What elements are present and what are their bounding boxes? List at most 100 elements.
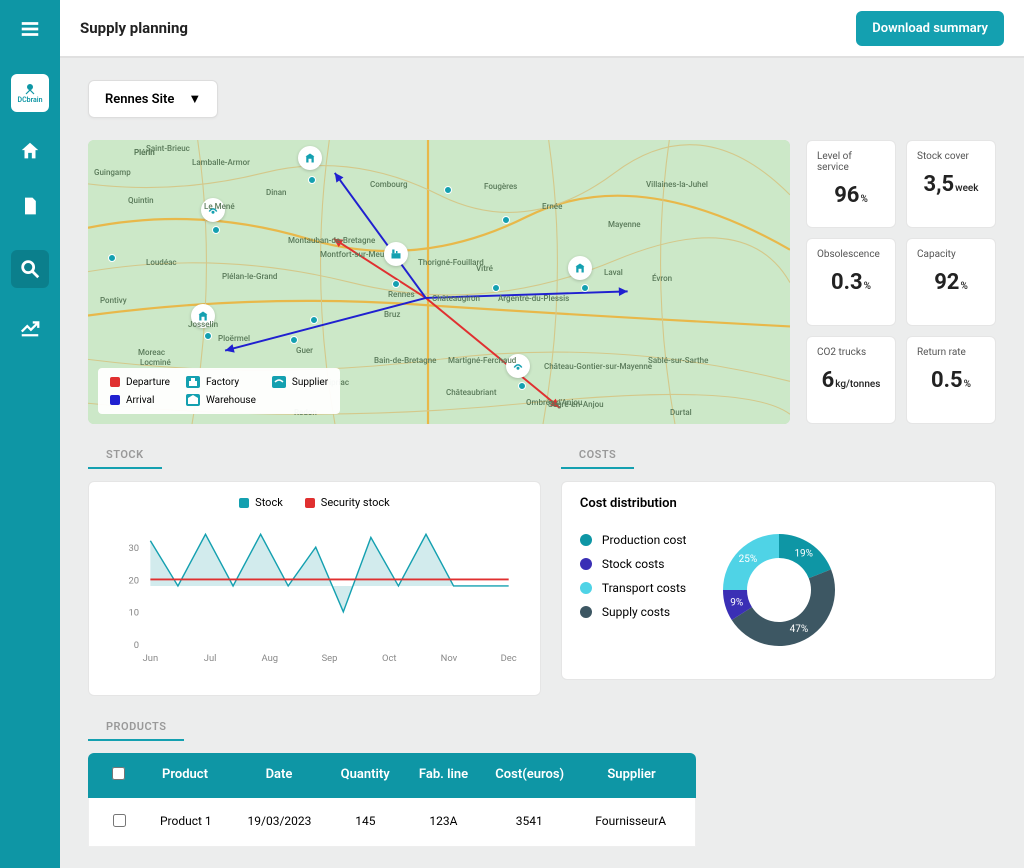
kpi-card: Obsolescence0.3% xyxy=(806,238,896,326)
map-point[interactable] xyxy=(290,336,298,344)
table-row[interactable]: Product 119/03/2023145123A3541Fournisseu… xyxy=(88,798,696,847)
kpi-value: 3,5week xyxy=(917,172,985,197)
map-point[interactable] xyxy=(444,186,452,194)
legend-arrival: Arrival xyxy=(126,395,154,406)
map-warehouse-icon[interactable] xyxy=(298,146,322,170)
column-header[interactable]: Date xyxy=(232,767,326,784)
map-point[interactable] xyxy=(581,284,589,292)
map-city-label: Ombrée d'Anjou xyxy=(526,398,582,407)
map-point[interactable] xyxy=(518,382,526,390)
map-factory-icon[interactable] xyxy=(384,242,408,266)
content: Rennes Site ▼ xyxy=(60,58,1024,868)
map-city-label: Fougères xyxy=(484,182,517,191)
map-city-label: Bruz xyxy=(384,310,400,319)
stock-panel: STOCK Stock Security stock 0102030JunJul… xyxy=(88,442,541,696)
document-icon[interactable] xyxy=(20,196,40,222)
download-summary-button[interactable]: Download summary xyxy=(856,11,1004,46)
legend-factory: Factory xyxy=(206,377,239,388)
legend-supplier: Supplier xyxy=(292,377,328,388)
analytics-icon[interactable] xyxy=(19,316,41,344)
topbar: Supply planning Download summary xyxy=(60,0,1024,58)
row-checkbox[interactable] xyxy=(113,814,126,827)
svg-text:0: 0 xyxy=(134,640,139,651)
svg-text:Jun: Jun xyxy=(143,653,159,664)
logo[interactable]: DCbrain xyxy=(11,74,49,112)
map-point[interactable] xyxy=(108,254,116,262)
kpi-label: Level of service xyxy=(817,151,885,173)
legend-item: Production cost xyxy=(580,533,687,547)
map-city-label: Ernée xyxy=(542,202,562,211)
kpi-value: 96% xyxy=(817,183,885,208)
column-header[interactable]: Quantity xyxy=(326,767,404,784)
map-warehouse-icon[interactable] xyxy=(568,256,592,280)
home-icon[interactable] xyxy=(19,140,41,168)
svg-text:Jul: Jul xyxy=(204,653,217,664)
map-city-label: Quintin xyxy=(128,196,154,205)
kpi-value: 92% xyxy=(917,270,985,295)
map-city-label: Sablé-sur-Sarthe xyxy=(648,356,708,365)
map-city-label: Combourg xyxy=(370,180,408,189)
map-city-label: Plélan-le-Grand xyxy=(222,272,277,281)
map-city-label: Argentré-du-Plessis xyxy=(498,294,569,303)
map-city-label: Martigné-Ferchaud xyxy=(448,356,516,365)
map-point[interactable] xyxy=(502,216,510,224)
map-city-label: Châteaubriant xyxy=(446,388,496,397)
map-point[interactable] xyxy=(308,176,316,184)
kpi-card: Stock cover3,5week xyxy=(906,140,996,228)
map-city-label: Rennes xyxy=(388,290,415,299)
column-header[interactable]: Product xyxy=(138,767,232,784)
map-point[interactable] xyxy=(310,316,318,324)
map-city-label: Laval xyxy=(604,268,623,277)
column-header[interactable]: Cost(euros) xyxy=(483,767,577,784)
svg-text:10: 10 xyxy=(128,608,139,619)
chevron-down-icon: ▼ xyxy=(188,91,201,107)
kpi-card: Level of service 96% xyxy=(806,140,896,228)
map-card[interactable]: Saint-BrieucLamballe-ArmorDinanCombourgF… xyxy=(88,140,790,424)
kpi-label: Return rate xyxy=(917,347,985,358)
map-point[interactable] xyxy=(204,332,212,340)
map-city-label: Mayenne xyxy=(608,220,641,229)
map-city-label: Josselin xyxy=(188,320,218,329)
map-city-label: Dinan xyxy=(266,188,286,197)
kpi-value: 0.3% xyxy=(817,270,885,295)
donut-legend: Production costStock costsTransport cost… xyxy=(580,533,687,619)
map-city-label: Moreac xyxy=(138,348,165,357)
main: Supply planning Download summary Rennes … xyxy=(60,0,1024,868)
svg-text:Dec: Dec xyxy=(501,653,517,664)
select-all-checkbox[interactable] xyxy=(112,767,125,780)
map-city-label: Thorigné-Fouillard xyxy=(418,258,484,267)
map-legend: Departure Factory Supplier Arrival Wareh… xyxy=(98,368,340,414)
site-dropdown[interactable]: Rennes Site ▼ xyxy=(88,80,218,118)
svg-text:Nov: Nov xyxy=(441,653,458,664)
map-city-label: Bain-de-Bretagne xyxy=(374,356,436,365)
hamburger-icon[interactable] xyxy=(19,18,41,46)
search-icon[interactable] xyxy=(11,250,49,288)
map-city-label: Ploërmel xyxy=(218,334,250,343)
svg-text:Sep: Sep xyxy=(322,653,338,664)
map-point[interactable] xyxy=(392,280,400,288)
stock-chart: 0102030JunJulAugSepOctNovDec xyxy=(107,517,522,677)
column-header[interactable]: Fab. line xyxy=(404,767,482,784)
sidebar: DCbrain xyxy=(0,0,60,868)
stock-legend: Stock Security stock xyxy=(107,496,522,509)
costs-section-label: COSTS xyxy=(561,442,634,469)
map-city-label: Montauban-de-Bretagne xyxy=(288,236,375,245)
products-panel: PRODUCTS ProductDateQuantityFab. lineCos… xyxy=(88,714,996,847)
map-point[interactable] xyxy=(212,226,220,234)
map-city-label: Guingamp xyxy=(94,168,131,177)
svg-text:20: 20 xyxy=(128,575,139,586)
legend-item: Transport costs xyxy=(580,581,687,595)
site-dropdown-value: Rennes Site xyxy=(105,92,174,107)
kpi-label: Capacity xyxy=(917,249,985,260)
logo-text: DCbrain xyxy=(18,96,43,104)
map-point[interactable] xyxy=(492,284,500,292)
svg-text:9%: 9% xyxy=(731,597,744,608)
column-header[interactable]: Supplier xyxy=(577,767,687,784)
kpi-value: 6kg/tonnes xyxy=(817,368,885,393)
svg-text:19%: 19% xyxy=(795,549,814,560)
kpi-card: CO2 trucks 6kg/tonnes xyxy=(806,336,896,424)
kpi-label: CO2 trucks xyxy=(817,347,885,358)
map-city-label: Montfort-sur-Meu xyxy=(320,250,384,259)
kpi-card: Capacity 92% xyxy=(906,238,996,326)
legend-item: Supply costs xyxy=(580,605,687,619)
